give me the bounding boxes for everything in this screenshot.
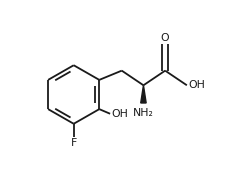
Text: O: O	[160, 33, 169, 43]
Polygon shape	[140, 85, 145, 103]
Text: F: F	[70, 138, 76, 148]
Text: OH: OH	[111, 109, 128, 119]
Text: OH: OH	[188, 80, 204, 90]
Text: NH₂: NH₂	[132, 108, 153, 118]
